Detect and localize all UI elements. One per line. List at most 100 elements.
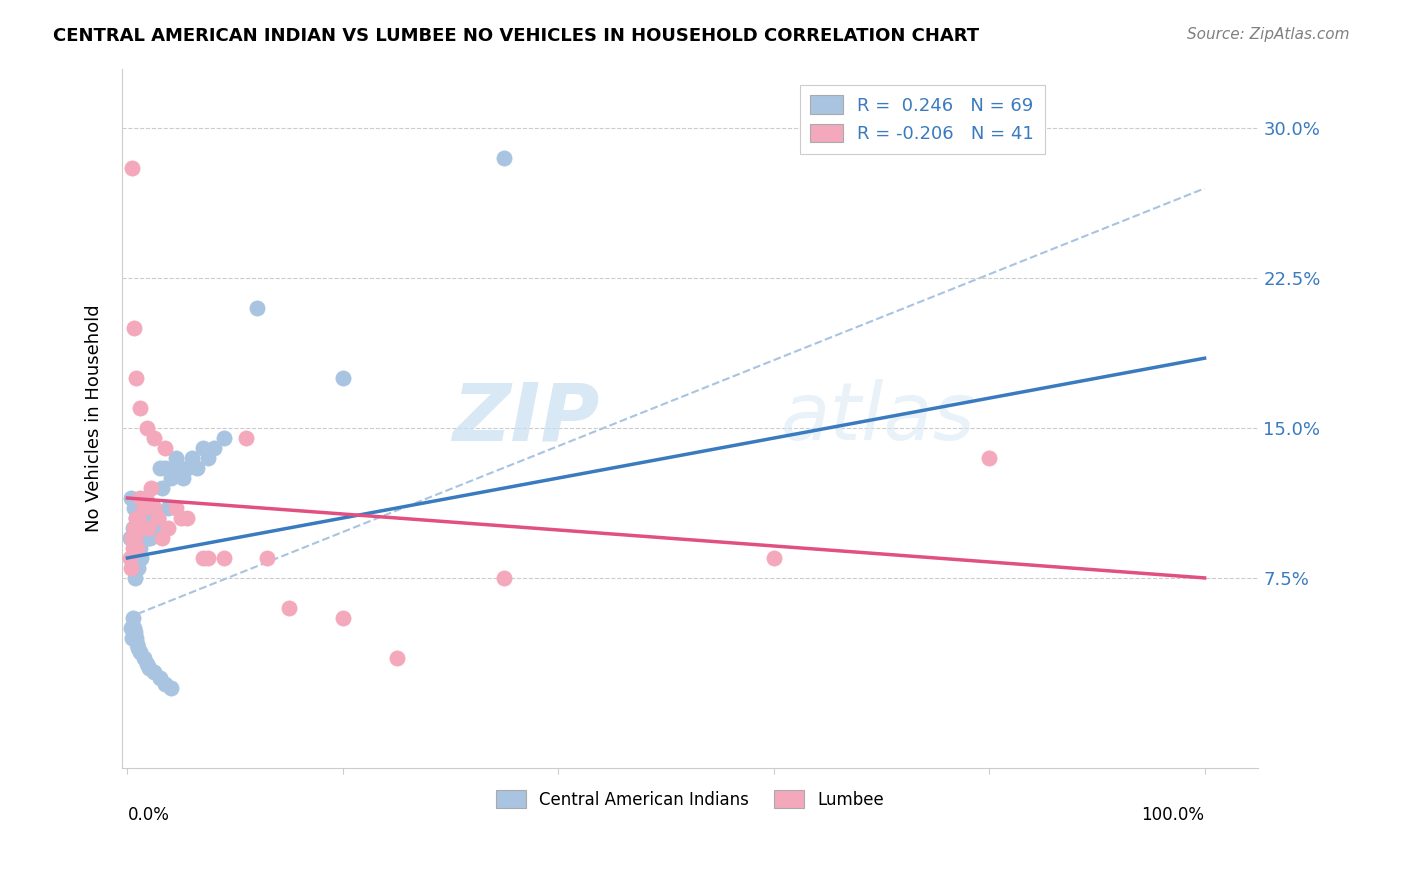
Point [120, 621, 142, 635]
Point [141, 511, 163, 525]
Point [143, 665, 166, 679]
Point [139, 521, 162, 535]
Point [153, 677, 176, 691]
Legend: Central American Indians, Lumbee: Central American Indians, Lumbee [489, 784, 891, 815]
Point [127, 637, 149, 651]
Point [332, 371, 354, 385]
Point [150, 531, 173, 545]
Point [121, 161, 143, 176]
Point [127, 561, 149, 575]
Point [125, 531, 148, 545]
Point [122, 621, 145, 635]
Point [122, 321, 145, 335]
Point [121, 561, 143, 575]
Point [134, 521, 156, 535]
Point [118, 531, 141, 545]
Point [128, 521, 150, 535]
Point [127, 541, 149, 555]
Point [138, 661, 160, 675]
Point [165, 451, 187, 466]
Point [181, 451, 204, 466]
Point [172, 471, 194, 485]
Point [129, 491, 152, 505]
Text: atlas: atlas [782, 379, 976, 457]
Text: CENTRAL AMERICAN INDIAN VS LUMBEE NO VEHICLES IN HOUSEHOLD CORRELATION CHART: CENTRAL AMERICAN INDIAN VS LUMBEE NO VEH… [53, 27, 980, 45]
Point [127, 640, 149, 655]
Point [197, 551, 219, 566]
Point [494, 152, 516, 166]
Point [132, 531, 155, 545]
Point [135, 511, 157, 525]
Point [176, 461, 198, 475]
Point [124, 571, 146, 585]
Point [131, 521, 153, 535]
Point [131, 531, 153, 545]
Text: 0.0%: 0.0% [128, 806, 169, 824]
Point [135, 657, 157, 671]
Point [186, 461, 208, 475]
Point [129, 645, 152, 659]
Point [125, 511, 148, 525]
Point [128, 521, 150, 535]
Text: 100.0%: 100.0% [1142, 806, 1205, 824]
Point [214, 431, 236, 445]
Point [136, 531, 159, 545]
Point [159, 471, 181, 485]
Point [143, 431, 166, 445]
Point [118, 551, 141, 566]
Point [121, 631, 143, 645]
Point [176, 511, 198, 525]
Point [129, 401, 152, 416]
Point [132, 511, 155, 525]
Y-axis label: No Vehicles in Household: No Vehicles in Household [86, 304, 103, 532]
Point [762, 551, 785, 566]
Point [135, 491, 157, 505]
Text: ZIP: ZIP [451, 379, 599, 457]
Point [129, 541, 152, 555]
Point [191, 551, 214, 566]
Point [235, 431, 257, 445]
Point [125, 511, 148, 525]
Point [385, 650, 408, 665]
Point [135, 421, 157, 435]
Point [165, 501, 187, 516]
Point [143, 501, 166, 516]
Point [162, 461, 184, 475]
Point [256, 551, 278, 566]
Point [121, 531, 143, 545]
Point [121, 611, 143, 625]
Point [128, 501, 150, 516]
Text: Source: ZipAtlas.com: Source: ZipAtlas.com [1187, 27, 1350, 42]
Point [120, 561, 142, 575]
Point [127, 521, 149, 535]
Point [124, 624, 146, 639]
Point [120, 491, 142, 505]
Point [246, 301, 269, 316]
Point [494, 571, 516, 585]
Point [122, 521, 145, 535]
Point [131, 521, 153, 535]
Point [131, 551, 153, 566]
Point [143, 501, 166, 516]
Point [124, 551, 146, 566]
Point [157, 521, 180, 535]
Point [121, 551, 143, 566]
Point [167, 461, 190, 475]
Point [214, 551, 236, 566]
Point [122, 541, 145, 555]
Point [149, 461, 172, 475]
Point [121, 541, 143, 555]
Point [124, 531, 146, 545]
Point [121, 521, 143, 535]
Point [153, 461, 176, 475]
Point [146, 511, 169, 525]
Point [132, 650, 155, 665]
Point [145, 521, 167, 535]
Point [202, 441, 225, 455]
Point [139, 531, 162, 545]
Point [135, 501, 157, 516]
Point [157, 501, 180, 516]
Point [278, 600, 301, 615]
Point [191, 441, 214, 455]
Point [122, 501, 145, 516]
